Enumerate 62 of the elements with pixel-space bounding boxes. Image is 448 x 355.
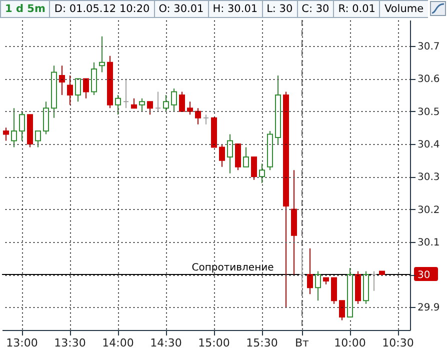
candlestick — [187, 101, 193, 116]
candlestick — [371, 270, 377, 292]
y-tick-label: 30.7 — [418, 42, 440, 53]
y-tick-label: 30.4 — [418, 140, 440, 150]
candlestick — [179, 91, 185, 112]
y-tick-label: 30.3 — [418, 172, 440, 184]
candlestick — [195, 108, 201, 125]
candlestick — [155, 91, 161, 112]
x-tick-label: 14:30 — [150, 336, 182, 350]
text: C: 30 — [296, 0, 334, 18]
text: D: 01.05.12 10:20 — [49, 0, 154, 18]
candlestick — [19, 110, 25, 142]
ref-line-label: Сопротивление — [192, 262, 274, 274]
candlestick — [259, 163, 265, 184]
x-tick-label: 15:30 — [246, 336, 278, 350]
text: L: 30 — [262, 0, 297, 18]
x-tick-label: 10:00 — [334, 336, 366, 350]
candlestick — [227, 134, 233, 174]
y-tick-label: 29.9 — [418, 302, 440, 314]
x-tick-label: 10:30 — [382, 336, 414, 350]
candlestick — [131, 98, 137, 109]
candlestick — [147, 101, 153, 116]
x-tick-label: 15:00 — [198, 336, 230, 350]
candlestick — [299, 248, 305, 288]
candlestick — [83, 78, 89, 99]
candlestick — [99, 36, 105, 73]
candlestick — [139, 98, 145, 112]
candlestick — [91, 62, 97, 96]
candlestick — [59, 65, 65, 96]
candlestick — [3, 127, 9, 142]
x-tick-label: 14:00 — [102, 336, 134, 350]
candlestick — [171, 88, 177, 112]
candlestick — [235, 144, 241, 171]
text: H: 30.01 — [208, 0, 262, 18]
text: Volume — [379, 0, 428, 18]
candlestick — [251, 156, 257, 180]
candlestick — [115, 94, 121, 116]
y-tick-label: 30.1 — [418, 237, 440, 248]
candlestick — [307, 248, 313, 295]
candlestick — [331, 277, 337, 304]
candlestick — [75, 78, 81, 102]
candlestick — [219, 144, 225, 168]
y-tick-label: 30 — [418, 270, 430, 282]
candlestick — [11, 108, 17, 148]
chart-title: 1 d 5m — [0, 0, 50, 18]
x-tick-label: 13:30 — [54, 336, 86, 350]
candlestick — [339, 300, 345, 321]
y-tick-label: 30.2 — [418, 204, 440, 216]
text: O: 30.01 — [154, 0, 208, 18]
candlestick — [163, 94, 169, 112]
text: R: 0.01 — [333, 0, 380, 18]
x-tick-label: Вт — [295, 336, 310, 350]
candlestick — [315, 270, 321, 302]
y-tick-label: 30.5 — [418, 106, 440, 118]
candlestick — [35, 130, 41, 148]
y-tick-label: 30.6 — [418, 74, 440, 86]
x-tick-label: 13:00 — [6, 336, 38, 350]
candlestick — [67, 74, 73, 106]
candlestick — [123, 78, 129, 109]
candlestick — [243, 146, 249, 168]
candlestick — [43, 101, 49, 135]
candlestick — [203, 114, 209, 125]
